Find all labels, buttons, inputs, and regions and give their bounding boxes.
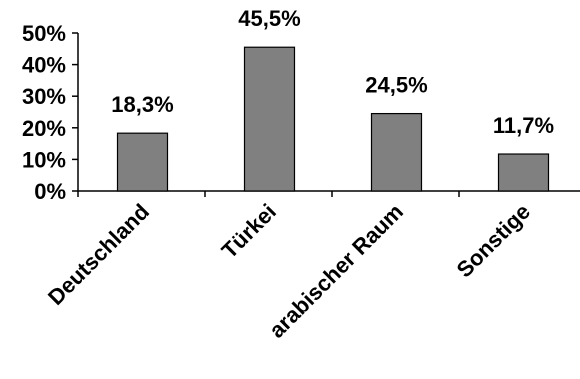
category-label: Türkei: [217, 199, 281, 263]
data-label: 24,5%: [365, 73, 427, 98]
y-tick-label: 20%: [22, 116, 66, 141]
category-label: Sonstige: [452, 199, 535, 282]
y-tick-label: 50%: [22, 21, 66, 46]
y-tick-label: 10%: [22, 147, 66, 172]
data-labels: 18,3% 45,5% 24,5% 11,7%: [111, 6, 554, 138]
bar-sonstige: [497, 153, 550, 192]
category-label: arabischer Raum: [264, 199, 408, 343]
y-axis: 0% 10% 20% 30% 40% 50%: [22, 21, 79, 204]
data-label: 45,5%: [238, 6, 300, 31]
bar-deutschland: [116, 132, 169, 192]
y-tick-label: 40%: [22, 53, 66, 78]
data-label: 11,7%: [493, 113, 554, 138]
bar-arabischer-raum: [370, 112, 423, 192]
category-label: Deutschland: [43, 199, 154, 310]
data-label: 18,3%: [111, 92, 173, 117]
bars: [116, 46, 550, 192]
x-axis: [77, 190, 580, 197]
y-tick-label: 0%: [34, 179, 66, 204]
y-tick-label: 30%: [22, 84, 66, 109]
bar-türkei: [243, 46, 296, 192]
